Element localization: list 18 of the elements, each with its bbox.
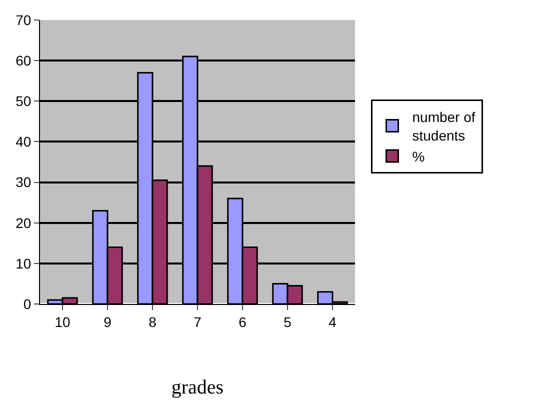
x-tick-label: 4 — [328, 314, 337, 330]
x-tick-label: 8 — [148, 314, 157, 330]
y-tick-label: 10 — [16, 255, 32, 272]
x-tick-label: 5 — [284, 314, 292, 330]
legend-label: % — [412, 148, 425, 164]
y-tick-label: 0 — [23, 296, 32, 312]
y-tick-label: 30 — [16, 174, 32, 190]
y-tick-label: 40 — [16, 134, 32, 150]
y-tick-label: 20 — [16, 214, 32, 231]
legend-label: number of students — [412, 109, 476, 144]
y-tick-label: 60 — [16, 52, 32, 68]
x-tick-label: 7 — [194, 314, 202, 330]
y-tick-label: 70 — [16, 12, 32, 28]
x-tick-label: 9 — [104, 314, 112, 330]
x-tick-label: 10 — [54, 314, 70, 330]
y-tick-label: 50 — [16, 93, 32, 110]
x-axis-title: grades — [171, 376, 224, 398]
x-tick-label: 6 — [238, 314, 247, 330]
